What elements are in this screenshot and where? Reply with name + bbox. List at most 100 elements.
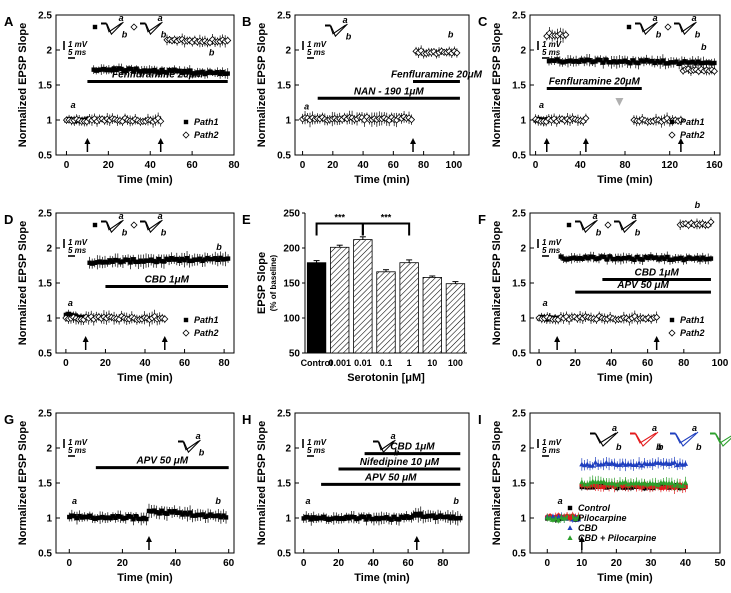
data-point	[172, 67, 177, 72]
data-point	[225, 71, 230, 76]
data-point	[607, 254, 613, 259]
data-point	[311, 515, 316, 520]
data-point	[111, 66, 117, 71]
data-point	[184, 255, 190, 261]
data-point	[169, 256, 174, 261]
inset-traces: ab	[325, 15, 352, 41]
y-tick-label: 1	[285, 116, 291, 127]
data-point	[126, 66, 132, 71]
legend-marker	[669, 317, 675, 323]
data-point	[649, 58, 655, 64]
data-point	[207, 69, 213, 74]
data-point	[192, 71, 198, 76]
data-point	[625, 481, 631, 487]
data-point	[618, 256, 624, 262]
series-cbd	[544, 456, 689, 523]
legend-label: Path2	[194, 328, 219, 338]
data-point	[433, 515, 438, 521]
data-point	[564, 257, 569, 262]
data-point	[546, 59, 552, 64]
legend-label: Path2	[194, 130, 219, 140]
data-point	[195, 70, 200, 75]
timepoint-label: a	[72, 496, 77, 506]
data-point	[641, 59, 647, 64]
y-tick-label: 2.5	[277, 11, 291, 22]
data-point	[116, 66, 122, 71]
epsp-trace-b	[575, 219, 598, 234]
x-tick-label: 50	[714, 558, 726, 569]
data-point	[585, 256, 591, 261]
x-tick-label: 80	[418, 160, 430, 171]
data-point	[547, 515, 553, 521]
y-tick-label: 250	[283, 209, 300, 220]
data-point	[663, 460, 669, 465]
data-point	[103, 515, 108, 521]
data-point	[105, 260, 110, 265]
data-point	[359, 514, 364, 519]
trace-label-a: a	[391, 431, 396, 441]
data-point	[644, 57, 649, 63]
y-tick-label: 50	[289, 349, 301, 360]
data-point	[666, 61, 671, 66]
x-tick-label: 40	[358, 160, 370, 171]
trace-label-b: b	[122, 29, 128, 39]
trace-label-a: a	[158, 211, 163, 221]
data-point	[708, 256, 714, 261]
data-point	[207, 256, 213, 262]
trace-label-b: b	[656, 29, 662, 39]
data-point	[128, 260, 133, 265]
x-tick-label: 30	[645, 558, 657, 569]
data-point	[107, 258, 113, 263]
series-path1	[533, 53, 717, 126]
data-point	[583, 254, 588, 260]
data-point	[172, 257, 177, 262]
data-point	[584, 57, 590, 62]
panel-letter: E	[242, 212, 251, 227]
trace-label-a: a	[196, 431, 201, 441]
inset-marker	[626, 24, 632, 30]
data-point	[558, 254, 563, 259]
y-tick-label: 1	[46, 514, 52, 525]
data-point	[118, 514, 123, 519]
data-point	[136, 259, 141, 265]
data-point	[210, 256, 215, 262]
category-label: 0.001	[328, 358, 351, 368]
y-axis-label: Normalized EPSP Slope	[491, 23, 503, 148]
legend-label: CBD	[578, 523, 598, 533]
data-point	[346, 516, 352, 521]
timepoint-label: a	[68, 298, 73, 308]
legend-label: Path1	[194, 315, 219, 325]
data-point	[142, 68, 147, 73]
data-point	[106, 67, 112, 72]
data-point	[552, 58, 557, 64]
trace-label-a: a	[692, 423, 697, 433]
data-point	[74, 515, 80, 521]
scale-mv-label: 1 mV	[542, 40, 562, 49]
data-point	[185, 70, 190, 75]
epsp-trace-a	[630, 432, 657, 444]
data-point	[179, 256, 185, 262]
data-point	[146, 258, 151, 263]
data-point	[582, 59, 587, 64]
data-point	[568, 58, 573, 63]
trace-label-b: b	[394, 447, 400, 457]
data-point	[655, 482, 661, 487]
data-point	[329, 516, 334, 522]
data-point	[611, 480, 618, 486]
data-point	[148, 257, 154, 262]
data-point	[87, 260, 92, 265]
x-tick-label: 80	[678, 358, 690, 369]
data-point	[617, 59, 622, 64]
treatment-label: APV 50 μM	[364, 472, 417, 483]
data-point	[391, 514, 397, 520]
x-tick-label: 60	[179, 358, 191, 369]
y-tick-label: 1	[520, 116, 526, 127]
data-point	[197, 70, 203, 75]
x-tick-label: 0	[64, 160, 70, 171]
x-tick-label: 80	[437, 558, 449, 569]
data-point	[448, 516, 453, 521]
data-point	[316, 515, 321, 521]
data-point	[687, 60, 693, 65]
